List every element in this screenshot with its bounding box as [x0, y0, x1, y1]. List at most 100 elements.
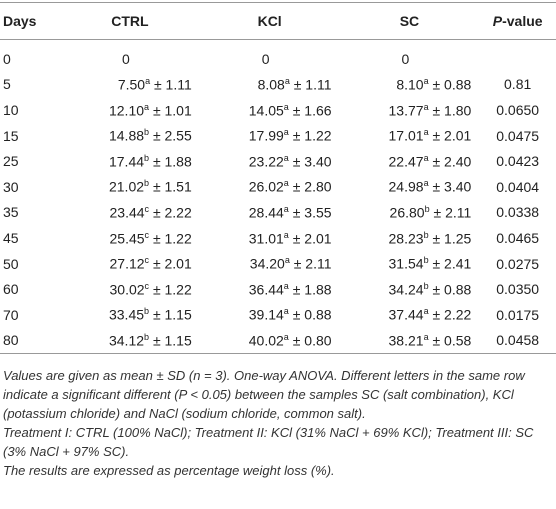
value-cell: 27.12c ± 2.01 — [60, 251, 200, 277]
value-cell: 40.02a ± 0.80 — [200, 328, 340, 354]
significance-letter: a — [283, 127, 289, 138]
value-cell: 14.88b ± 2.55 — [60, 123, 200, 149]
header-text: -value — [502, 13, 543, 29]
mean: 13.77 — [388, 102, 424, 119]
significance-letter: b — [424, 204, 430, 215]
table-row: 0 0 0 0 — [0, 40, 556, 72]
sd: ± 2.80 — [292, 179, 332, 196]
mean: 34.20 — [249, 255, 285, 272]
significance-letter: a — [423, 127, 429, 138]
footnotes: Values are given as mean ± SD (n = 3). O… — [0, 354, 556, 480]
days-cell: 50 — [3, 255, 19, 272]
p-value-cell: 0.0458 — [496, 332, 540, 349]
sd: ± 2.41 — [432, 255, 472, 272]
mean: 17.44 — [108, 153, 145, 170]
sd: ± 1.88 — [292, 281, 332, 298]
sd: ± 1.22 — [152, 230, 192, 247]
value-cell: 8.08a ± 1.11 — [200, 72, 340, 98]
value-cell: 37.44a ± 2.22 — [340, 302, 480, 328]
sd: ± 1.88 — [152, 153, 192, 170]
p-value-cell: 0.0350 — [496, 281, 540, 298]
header-row: Days CTRL KCl SC P-value — [0, 2, 556, 40]
sd: ± 2.11 — [293, 255, 332, 272]
sd: ± 0.88 — [292, 307, 332, 324]
sd: ± 1.80 — [432, 102, 472, 119]
sd: ± 1.25 — [432, 230, 472, 247]
significance-letter: a — [423, 101, 429, 112]
data-table: Days CTRL KCl SC P-value 0 0 0 0 5 7.50a ± 1.11 8.… — [0, 2, 556, 354]
sd: ± 3.40 — [432, 179, 472, 196]
table-row: 30 21.02b ± 1.51 26.02a ± 2.80 24.98a ± 3.4… — [0, 174, 556, 200]
header-italic: P — [492, 13, 503, 29]
p-value-cell: 0.0423 — [496, 153, 540, 170]
mean: 23.22 — [248, 153, 284, 170]
value-cell: 17.44b ± 1.88 — [60, 148, 200, 174]
value-cell: 14.05a ± 1.66 — [200, 97, 340, 123]
significance-letter: a — [423, 332, 429, 342]
mean: 28.44 — [248, 204, 284, 221]
sd: ± 3.55 — [292, 204, 332, 221]
sd: ± 2.55 — [152, 127, 192, 144]
significance-letter: a — [145, 76, 151, 87]
value-cell: 39.14a ± 0.88 — [200, 302, 340, 328]
sd: ± 1.22 — [292, 127, 332, 144]
value-cell: 23.22a ± 3.40 — [200, 148, 340, 174]
significance-letter: b — [144, 306, 150, 317]
significance-letter: a — [283, 101, 289, 112]
value-cell: 0 — [60, 40, 200, 72]
sd: ± 0.80 — [292, 332, 332, 349]
value-cell: 36.44a ± 1.88 — [200, 276, 340, 302]
mean: 37.44 — [388, 307, 424, 324]
days-cell: 15 — [3, 127, 19, 144]
table-row: 5 7.50a ± 1.11 8.08a ± 1.11 8.10a ± 0.88 0.8… — [0, 72, 556, 98]
days-cell: 35 — [3, 204, 19, 221]
mean: 31.54 — [388, 255, 424, 272]
value-cell: 31.01a ± 2.01 — [200, 225, 340, 251]
days-cell: 5 — [3, 76, 11, 93]
significance-letter: c — [144, 204, 150, 215]
value-cell: 22.47a ± 2.40 — [340, 148, 480, 174]
p-value-cell: 0.0650 — [496, 101, 540, 118]
p-value-cell: 0.0475 — [496, 127, 540, 144]
column-header: CTRL — [111, 13, 149, 29]
significance-letter: a — [423, 178, 429, 189]
mean: 7.50 — [117, 76, 146, 93]
significance-letter: c — [144, 229, 150, 240]
days-cell: 10 — [3, 101, 19, 118]
days-cell: 0 — [3, 50, 11, 67]
mean: 22.47 — [388, 153, 424, 170]
mean: 17.99 — [248, 127, 284, 144]
mean: 0 — [122, 50, 130, 67]
significance-letter: a — [283, 204, 289, 215]
mean: 34.12 — [108, 332, 145, 349]
p-value-cell: 0.0465 — [496, 229, 540, 246]
value-cell: 13.77a ± 1.80 — [340, 97, 480, 123]
sd: ± 2.01 — [432, 127, 472, 144]
p-value-cell: 0.0338 — [496, 204, 540, 221]
mean: 36.44 — [248, 281, 284, 298]
p-value-cell: 0.81 — [504, 76, 532, 93]
significance-letter: c — [144, 255, 150, 266]
column-header: KCl — [257, 13, 282, 29]
mean: 14.88 — [108, 127, 145, 144]
value-cell: 21.02b ± 1.51 — [60, 174, 200, 200]
mean: 24.98 — [388, 179, 424, 196]
value-cell: 34.24b ± 0.88 — [340, 276, 480, 302]
significance-letter: b — [144, 127, 150, 138]
days-cell: 45 — [3, 229, 19, 246]
value-cell: 34.12b ± 1.15 — [60, 328, 200, 354]
value-cell: 28.23b ± 1.25 — [340, 225, 480, 251]
sd: ± 0.58 — [432, 332, 472, 349]
table-row: 50 27.12c ± 2.01 34.20a ± 2.11 31.54b ± 2.4… — [0, 251, 556, 277]
value-cell: 31.54b ± 2.41 — [340, 251, 480, 277]
mean: 38.21 — [388, 332, 424, 349]
table-row: 70 33.45b ± 1.15 39.14a ± 0.88 37.44a ± 2.2… — [0, 302, 556, 328]
days-cell: 60 — [3, 281, 19, 298]
p-value-cell: 0.0275 — [496, 255, 540, 272]
sd: ± 2.11 — [433, 204, 472, 221]
footnote: Treatment I: CTRL (100% NaCl); Treatment… — [3, 425, 534, 460]
value-cell: 34.20a ± 2.11 — [200, 251, 340, 277]
sd: ± 2.01 — [292, 230, 332, 247]
value-cell: 26.02a ± 2.80 — [200, 174, 340, 200]
sd: ± 1.22 — [152, 281, 192, 298]
